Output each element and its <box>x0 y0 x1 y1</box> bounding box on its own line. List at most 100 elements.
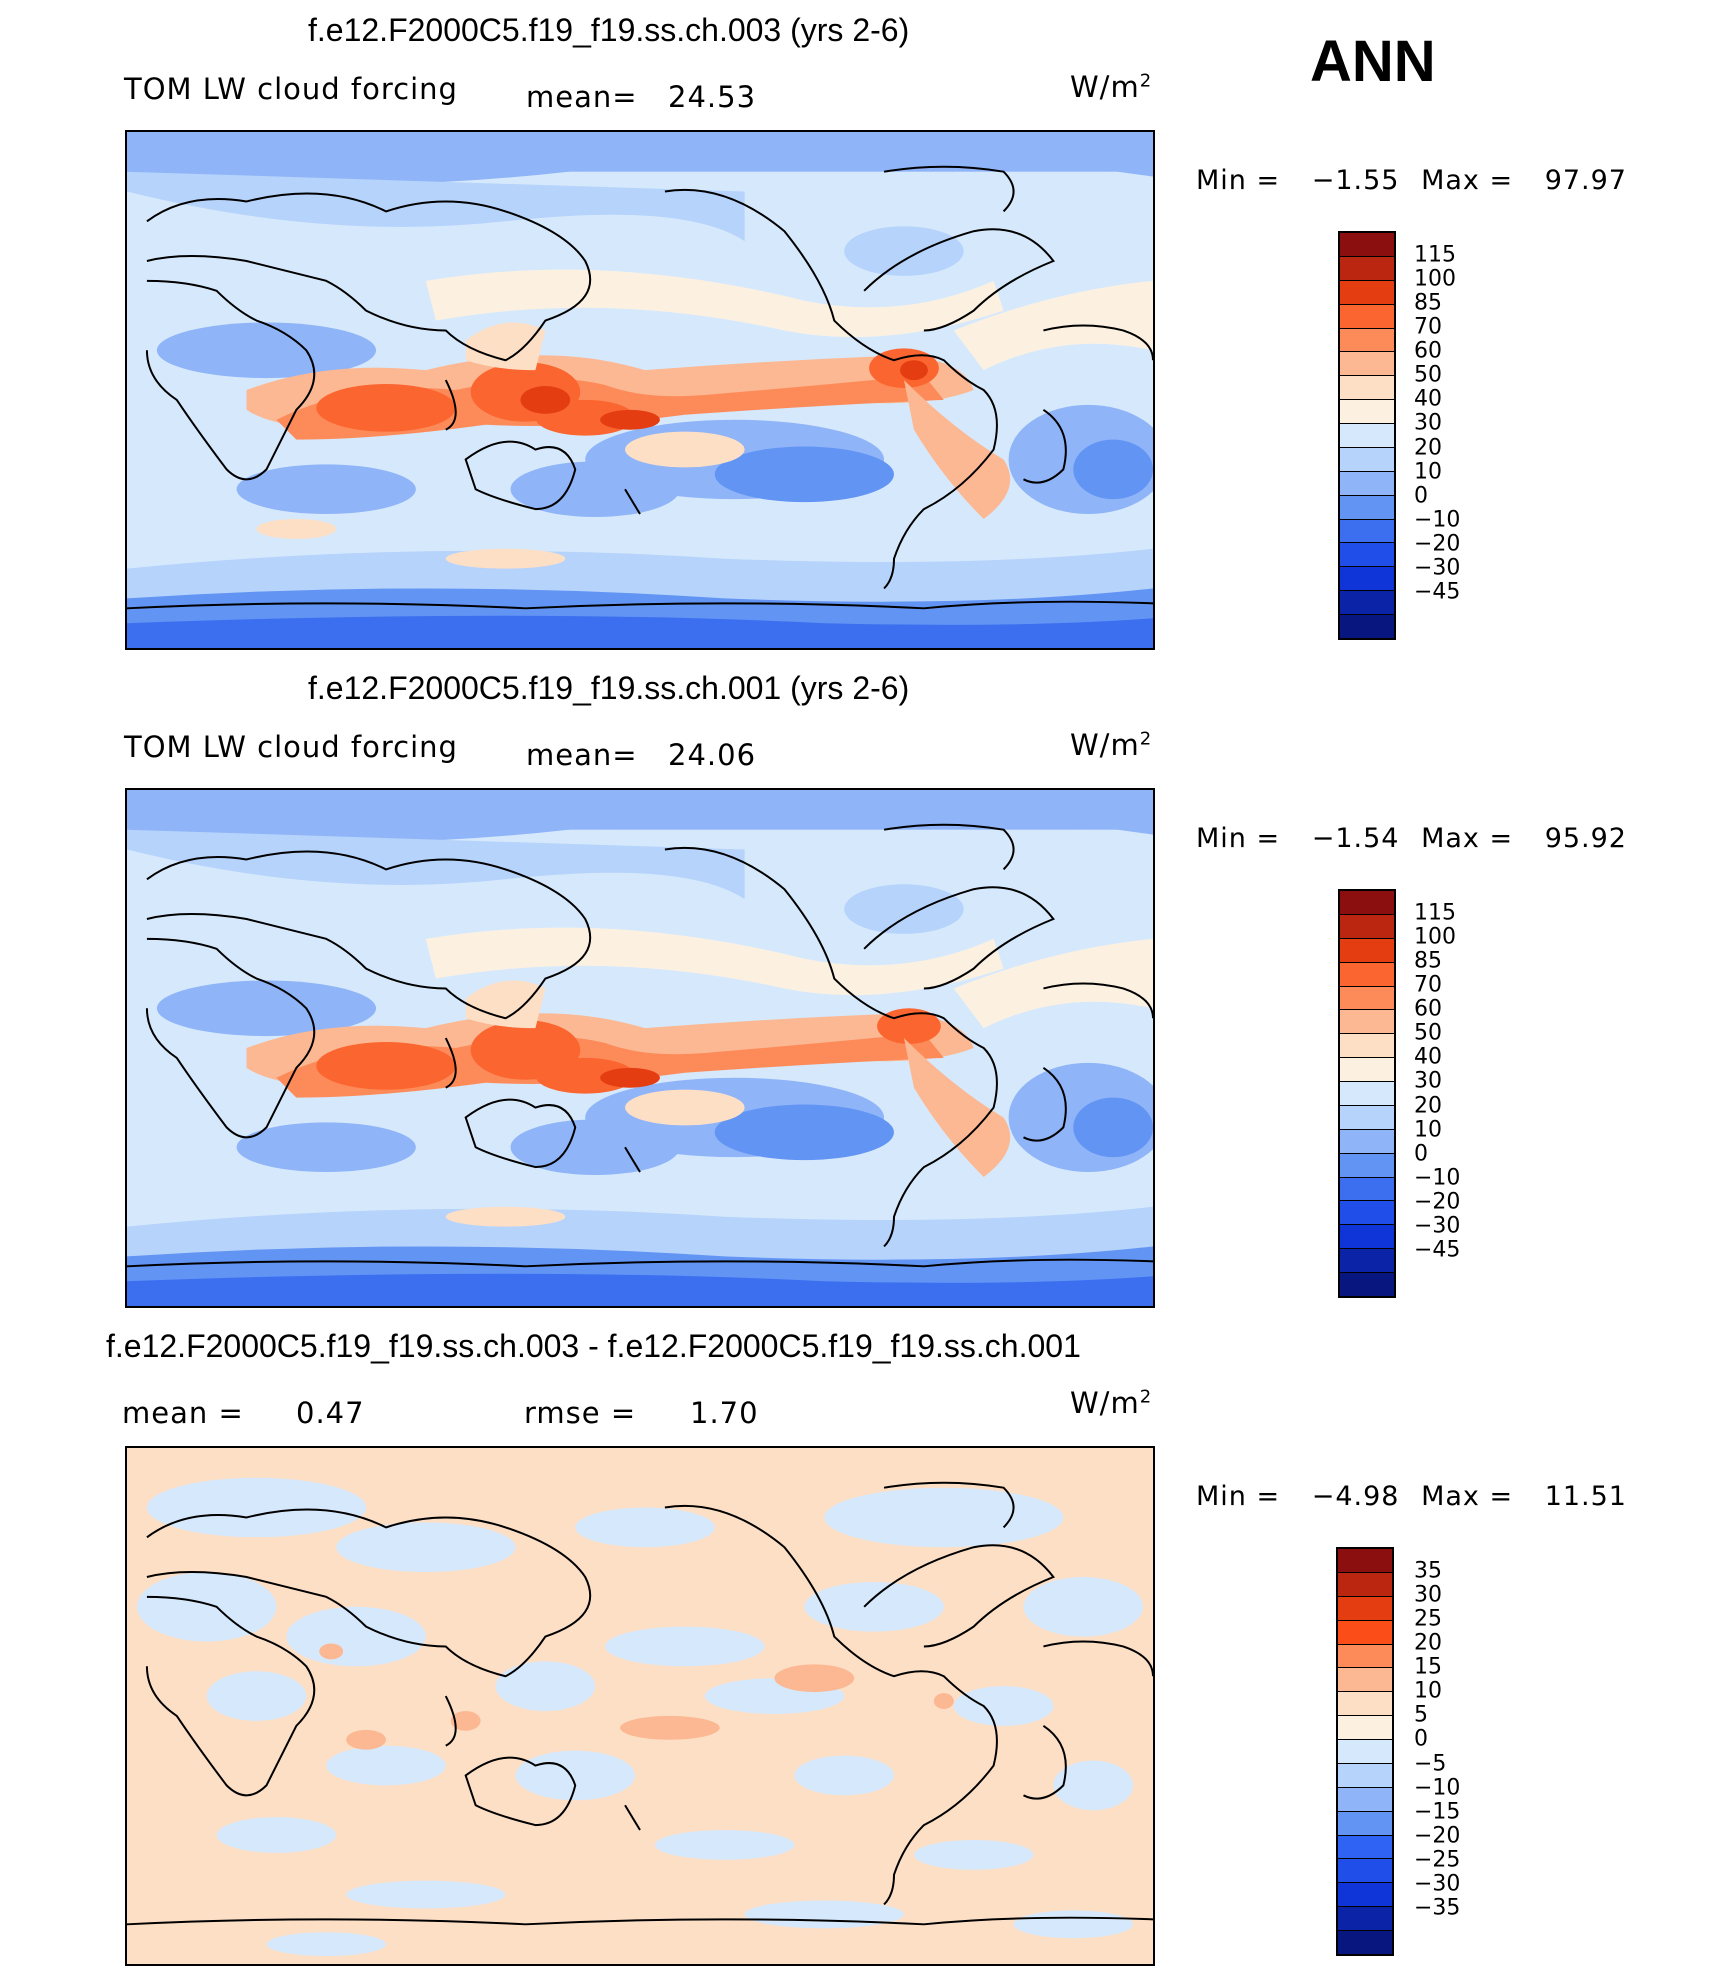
colorbar-tick-label: 100 <box>1414 924 1456 950</box>
colorbar-tick-label: 50 <box>1414 1020 1442 1046</box>
colorbar-tick-label: −10 <box>1414 507 1461 533</box>
colorbar-swatch <box>1338 1740 1392 1764</box>
colorbar-swatch <box>1340 938 1394 963</box>
colorbar-tick-label: 30 <box>1414 410 1442 436</box>
colorbar-swatch <box>1340 233 1394 257</box>
colorbar-swatch <box>1340 376 1394 401</box>
panel-1-mean-label: mean= <box>526 80 638 114</box>
colorbar-swatch <box>1338 1549 1392 1573</box>
panel-3-minmax: Min = −4.98 Max = 11.51 <box>1196 1481 1627 1512</box>
colorbar-tick-label: 50 <box>1414 362 1442 388</box>
panel-2-map <box>125 788 1155 1308</box>
colorbar-tick-label: 60 <box>1414 338 1442 364</box>
colorbar-swatch <box>1340 1129 1394 1154</box>
colorbar-tick-label: 115 <box>1414 242 1456 268</box>
colorbar-swatch <box>1338 1572 1392 1597</box>
colorbar-tick-label: 85 <box>1414 290 1442 316</box>
colorbar-swatch <box>1340 1105 1394 1130</box>
colorbar-tick-label: 10 <box>1414 1678 1442 1704</box>
colorbar-swatch <box>1340 400 1394 424</box>
panel-3-title: f.e12.F2000C5.f19_f19.ss.ch.003 - f.e12.… <box>106 1328 1081 1364</box>
colorbar-swatch <box>1340 1082 1394 1106</box>
colorbar-tick-label: −45 <box>1414 1237 1461 1263</box>
panel-2-colorbar <box>1338 889 1396 1298</box>
colorbar-tick-label: −35 <box>1414 1895 1461 1921</box>
colorbar-swatch <box>1338 1859 1392 1884</box>
colorbar-swatch <box>1338 1692 1392 1717</box>
colorbar-swatch <box>1340 519 1394 544</box>
colorbar-tick-label: −20 <box>1414 531 1461 557</box>
panel-3-map <box>125 1446 1155 1966</box>
colorbar-tick-label: 70 <box>1414 972 1442 998</box>
colorbar-tick-label: 0 <box>1414 1726 1428 1752</box>
colorbar-tick-label: −5 <box>1414 1751 1447 1777</box>
colorbar-tick-label: −15 <box>1414 1799 1461 1825</box>
colorbar-tick-label: 10 <box>1414 1117 1442 1143</box>
panel-1-units: W/m2 <box>1070 70 1153 104</box>
colorbar-swatch <box>1340 352 1394 377</box>
panel-3-rmse-value: 1.70 <box>690 1396 759 1430</box>
colorbar-swatch <box>1340 914 1394 939</box>
colorbar-tick-label: 20 <box>1414 1630 1442 1656</box>
colorbar-swatch <box>1340 256 1394 281</box>
colorbar-tick-label: −25 <box>1414 1847 1461 1873</box>
colorbar-swatch <box>1338 1620 1392 1645</box>
colorbar-swatch <box>1340 471 1394 496</box>
panel-3-units: W/m2 <box>1070 1386 1153 1420</box>
colorbar-swatch <box>1340 567 1394 592</box>
colorbar-tick-label: 40 <box>1414 1044 1442 1070</box>
panel-2-min-value: −1.54 <box>1311 823 1400 854</box>
colorbar-swatch <box>1340 447 1394 472</box>
panel-1-mean-value: 24.53 <box>668 80 757 114</box>
colorbar-swatch <box>1340 1249 1394 1273</box>
panel-2-max-value: 95.92 <box>1544 823 1627 854</box>
colorbar-tick-label: −20 <box>1414 1823 1461 1849</box>
colorbar-tick-label: 5 <box>1414 1702 1428 1728</box>
colorbar-swatch <box>1338 1763 1392 1788</box>
panel-3-max-value: 11.51 <box>1544 1481 1627 1512</box>
colorbar-swatch <box>1340 543 1394 568</box>
colorbar-swatch <box>1340 1201 1394 1226</box>
colorbar-swatch <box>1340 1058 1394 1082</box>
panel-2-max-label: Max = <box>1421 823 1514 854</box>
panel-1-colorbar <box>1338 231 1396 640</box>
colorbar-swatch <box>1340 328 1394 353</box>
colorbar-tick-label: 70 <box>1414 314 1442 340</box>
colorbar-tick-label: 0 <box>1414 483 1428 509</box>
colorbar-tick-label: 30 <box>1414 1582 1442 1608</box>
colorbar-swatch <box>1340 424 1394 448</box>
colorbar-swatch <box>1340 1177 1394 1202</box>
panel-2-mean-label: mean= <box>526 738 638 772</box>
colorbar-tick-label: 20 <box>1414 435 1442 461</box>
panel-1-min-label: Min = <box>1196 165 1281 196</box>
colorbar-tick-label: −30 <box>1414 1213 1461 1239</box>
colorbar-tick-label: 15 <box>1414 1654 1442 1680</box>
colorbar-swatch <box>1338 1907 1392 1931</box>
panel-2-min-label: Min = <box>1196 823 1281 854</box>
colorbar-swatch <box>1340 304 1394 329</box>
colorbar-swatch <box>1340 1010 1394 1035</box>
panel-1-variable-label: TOM LW cloud forcing <box>124 72 458 106</box>
panel-2-minmax: Min = −1.54 Max = 95.92 <box>1196 823 1627 854</box>
colorbar-tick-label: 100 <box>1414 266 1456 292</box>
panel-1-title: f.e12.F2000C5.f19_f19.ss.ch.003 (yrs 2-6… <box>308 12 910 48</box>
colorbar-swatch <box>1338 1668 1392 1693</box>
panel-3-min-value: −4.98 <box>1311 1481 1400 1512</box>
colorbar-swatch <box>1338 1931 1392 1954</box>
colorbar-tick-label: 60 <box>1414 996 1442 1022</box>
panel-1-max-label: Max = <box>1421 165 1514 196</box>
colorbar-swatch <box>1340 1225 1394 1250</box>
colorbar-tick-label: 30 <box>1414 1068 1442 1094</box>
panel-2-variable-label: TOM LW cloud forcing <box>124 730 458 764</box>
colorbar-tick-label: 10 <box>1414 459 1442 485</box>
colorbar-tick-label: −45 <box>1414 579 1461 605</box>
panel-3-mean-value: 0.47 <box>296 1396 365 1430</box>
colorbar-tick-label: 35 <box>1414 1558 1442 1584</box>
panel-2-mean-value: 24.06 <box>668 738 757 772</box>
colorbar-swatch <box>1340 1153 1394 1178</box>
colorbar-tick-label: −20 <box>1414 1189 1461 1215</box>
panel-1-map <box>125 130 1155 650</box>
colorbar-tick-label: −10 <box>1414 1775 1461 1801</box>
colorbar-swatch <box>1340 280 1394 305</box>
panel-1-minmax: Min = −1.55 Max = 97.97 <box>1196 165 1627 196</box>
